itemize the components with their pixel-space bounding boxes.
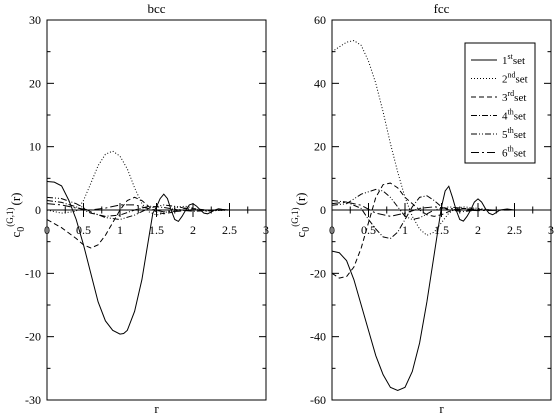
y-tick-label: 20 bbox=[314, 140, 326, 154]
series-line-2 bbox=[332, 40, 551, 236]
y-tick-label: -20 bbox=[25, 330, 41, 344]
series-line-5 bbox=[47, 196, 266, 221]
legend: 1stset 2ndset 3rdset 4thset 5thset 6thset bbox=[464, 42, 536, 164]
y-tick-label: -10 bbox=[25, 266, 41, 280]
legend-label-4: 4thset bbox=[502, 108, 526, 123]
legend-label-5: 5thset bbox=[502, 126, 526, 141]
chart-title: bcc bbox=[147, 1, 165, 16]
series-line-4 bbox=[47, 200, 266, 217]
plot-frame bbox=[46, 19, 267, 401]
y-tick-label: -20 bbox=[310, 266, 326, 280]
legend-label-6: 6thset bbox=[502, 145, 526, 160]
x-tick-label: 2 bbox=[190, 223, 196, 237]
y-tick-label: 60 bbox=[314, 13, 326, 27]
x-tick-label: 2.5 bbox=[507, 223, 522, 237]
legend-label-1: 1stset bbox=[502, 52, 525, 67]
x-tick-label: 1 bbox=[117, 223, 123, 237]
y-tick-label: 10 bbox=[29, 140, 41, 154]
x-tick-label: 1.5 bbox=[434, 223, 449, 237]
y-tick-label: 0 bbox=[320, 203, 326, 217]
y-tick-label: 20 bbox=[29, 76, 41, 90]
series-line-1 bbox=[47, 181, 266, 335]
chart-title: fcc bbox=[434, 1, 450, 16]
y-tick-label: 40 bbox=[314, 76, 326, 90]
x-tick-label: 0.5 bbox=[361, 223, 376, 237]
y-axis-label-text: c0(G,1)(r) bbox=[290, 192, 312, 237]
y-axis-label-text: c0(G,1)(r) bbox=[5, 192, 27, 237]
x-axis-label: r bbox=[154, 401, 159, 415]
y-axis-label: c0(G,1)(r) bbox=[5, 192, 27, 237]
x-tick-label: 1 bbox=[402, 223, 408, 237]
series-line-3 bbox=[47, 196, 266, 249]
y-axis-label: c0(G,1)(r) bbox=[290, 192, 312, 237]
series-line-1 bbox=[332, 185, 551, 392]
y-tick-label: -60 bbox=[310, 393, 326, 407]
y-tick-label: -40 bbox=[310, 330, 326, 344]
series-line-6 bbox=[332, 201, 551, 217]
plot-frame bbox=[331, 19, 552, 401]
legend-label-3: 3rdset bbox=[502, 89, 526, 104]
series-line-5 bbox=[332, 188, 551, 221]
series-line-4 bbox=[332, 195, 551, 240]
x-tick-label: 1.5 bbox=[149, 223, 164, 237]
x-tick-label: 2 bbox=[475, 223, 481, 237]
legend-box bbox=[464, 42, 536, 164]
series-line-3 bbox=[332, 182, 551, 279]
x-tick-label: 2.5 bbox=[222, 223, 237, 237]
y-tick-label: 0 bbox=[35, 203, 41, 217]
legend-label-2: 2ndset bbox=[502, 71, 528, 86]
y-tick-label: -30 bbox=[25, 393, 41, 407]
x-axis-label: r bbox=[439, 401, 444, 415]
series-line-6 bbox=[47, 203, 266, 213]
y-tick-label: 30 bbox=[29, 13, 41, 27]
